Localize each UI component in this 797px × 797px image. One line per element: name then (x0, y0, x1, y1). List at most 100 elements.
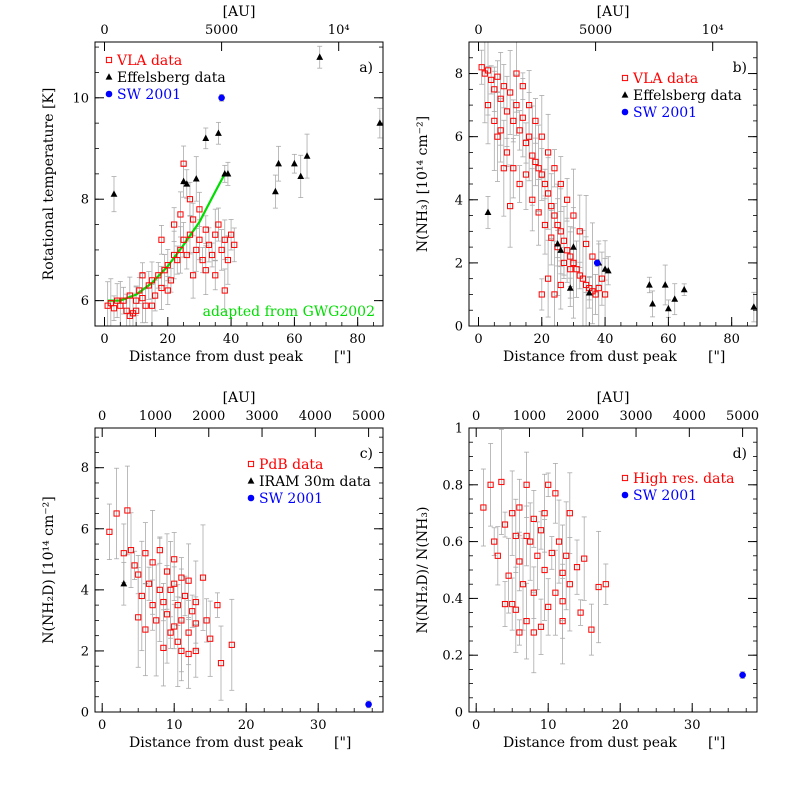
data-point (181, 592, 189, 600)
data-point (136, 287, 143, 294)
data-point (110, 190, 118, 197)
x-axis-label: Distance from dust peak (129, 349, 303, 365)
series-circle (739, 671, 746, 679)
data-point (139, 272, 146, 279)
top-tick-label: 1000 (513, 409, 546, 424)
data-point (117, 302, 124, 309)
data-point (180, 236, 187, 243)
data-point (171, 251, 178, 259)
data-point (739, 671, 746, 679)
data-point (516, 180, 523, 188)
data-point (507, 202, 514, 210)
data-point (192, 175, 200, 182)
data-point (535, 209, 542, 216)
data-point (501, 521, 509, 528)
data-point (163, 611, 171, 618)
data-point (297, 172, 305, 179)
data-point (503, 108, 511, 115)
data-point (110, 305, 118, 312)
data-point (123, 307, 130, 314)
data-point (275, 159, 282, 167)
data-point (519, 114, 526, 121)
data-point (133, 297, 140, 304)
data-point (516, 127, 523, 134)
y-tick-label: 1 (455, 422, 463, 437)
data-point (649, 300, 656, 307)
x-tick-label: 20 (238, 718, 255, 733)
x-tick-label: 20 (534, 332, 551, 347)
data-point (526, 133, 533, 140)
y-axis-label: Rotational temperature [K] (41, 88, 57, 281)
top-tick-label: 1000 (139, 409, 172, 424)
x-tick-label: 20 (612, 718, 629, 733)
data-point (161, 267, 168, 274)
top-tick-label: 2000 (566, 409, 599, 424)
data-point (512, 532, 519, 540)
data-point (167, 629, 174, 636)
series-circle (365, 701, 372, 708)
data-point (171, 556, 178, 563)
series-square (480, 478, 609, 636)
legend-marker (247, 494, 255, 502)
data-point (481, 70, 488, 77)
data-point (171, 580, 178, 587)
data-point (491, 538, 498, 545)
y-tick-label: 0.4 (442, 592, 463, 607)
series-square (106, 507, 235, 667)
data-point (541, 221, 549, 229)
top-tick-label: 5000 (579, 23, 612, 38)
data-point (497, 127, 504, 134)
data-point (214, 602, 221, 609)
data-point (581, 555, 588, 562)
data-point (316, 53, 324, 60)
top-tick-label: 10⁴ (702, 23, 724, 38)
legend-entry: SW 2001 (259, 491, 323, 507)
plot-frame (468, 41, 758, 327)
y-tick-label: 0.8 (442, 478, 463, 493)
x-axis-label: Distance from dust peak (503, 735, 677, 751)
data-point (192, 598, 199, 606)
data-point (212, 231, 219, 238)
top-axis-label: [AU] (597, 4, 630, 20)
data-point (183, 251, 190, 259)
data-point (505, 572, 512, 579)
data-point (592, 291, 599, 298)
x-axis-label: Distance from dust peak (503, 349, 677, 365)
panel-c: 0 2 4 6 8 0 10 20 30 0 1000 2000 3000 4000 5000 [AU] Dis… (41, 390, 385, 751)
series-triangle (110, 53, 384, 197)
data-point (588, 626, 595, 633)
y-tick-label: 0.2 (442, 649, 463, 664)
data-point (202, 134, 210, 141)
plot-frame (94, 427, 384, 713)
data-point (196, 206, 203, 213)
data-point (139, 295, 146, 302)
data-point (106, 528, 113, 535)
data-point (376, 119, 384, 126)
data-point (167, 277, 175, 284)
data-point (178, 574, 185, 581)
data-point (500, 83, 507, 90)
top-tick-label: 0 (472, 409, 480, 424)
data-point (559, 618, 566, 625)
data-point (548, 202, 555, 210)
data-point (228, 641, 235, 648)
series-circle (218, 94, 225, 102)
data-point (203, 617, 210, 624)
data-point (503, 149, 511, 156)
data-point (155, 272, 162, 279)
data-point (545, 275, 552, 282)
data-point (114, 297, 121, 304)
top-tick-label: 0 (100, 23, 108, 38)
y-axis-label: N(NH₂D)/ N(NH₃) (415, 507, 431, 634)
data-point (156, 547, 163, 554)
data-point (491, 117, 498, 124)
data-point (523, 532, 530, 540)
data-point (185, 650, 192, 658)
legend-entry: SW 2001 (633, 105, 697, 121)
legend-marker (621, 74, 629, 82)
x-tick-label: 60 (286, 332, 303, 347)
